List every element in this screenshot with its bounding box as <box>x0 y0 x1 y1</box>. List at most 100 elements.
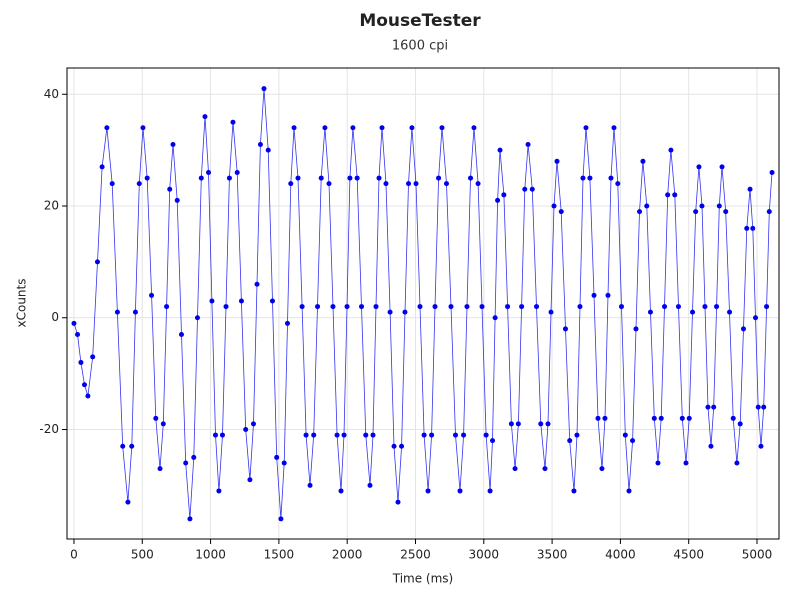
data-point <box>391 443 397 449</box>
data-point <box>278 516 284 522</box>
data-point <box>322 125 328 131</box>
data-point <box>750 225 756 231</box>
data-point <box>132 309 138 315</box>
data-point <box>120 443 126 449</box>
data-point <box>429 432 435 438</box>
data-point <box>326 181 332 187</box>
data-point <box>104 125 110 131</box>
data-point <box>284 320 290 326</box>
data-point <box>238 298 244 304</box>
data-point <box>443 181 449 187</box>
data-point <box>281 460 287 466</box>
data-point <box>723 209 729 215</box>
data-point <box>125 499 131 505</box>
data-point <box>508 421 514 427</box>
data-point <box>747 186 753 192</box>
data-point <box>512 466 518 472</box>
data-point <box>580 175 586 181</box>
x-tick-label: 4500 <box>673 548 704 562</box>
data-point <box>344 304 350 310</box>
data-point <box>587 175 593 181</box>
data-point <box>226 175 232 181</box>
data-point <box>354 175 360 181</box>
data-point <box>341 432 347 438</box>
data-point <box>766 209 772 215</box>
data-point <box>551 203 557 209</box>
data-point <box>395 499 401 505</box>
data-point <box>602 415 608 421</box>
data-point <box>160 421 166 427</box>
data-point <box>387 309 393 315</box>
data-point <box>432 304 438 310</box>
x-tick-label: 3000 <box>469 548 500 562</box>
data-point <box>367 482 373 488</box>
data-point <box>633 326 639 332</box>
data-point <box>330 304 336 310</box>
data-point <box>554 158 560 164</box>
data-point <box>94 259 100 265</box>
y-tick-label: 40 <box>44 87 59 101</box>
data-point <box>448 304 454 310</box>
data-point <box>618 304 624 310</box>
data-point <box>626 488 632 494</box>
data-point <box>114 309 120 315</box>
data-point <box>417 304 423 310</box>
data-point <box>675 304 681 310</box>
data-point <box>370 432 376 438</box>
x-tick-label: 2500 <box>400 548 431 562</box>
data-point <box>183 460 189 466</box>
data-point <box>402 309 408 315</box>
data-point <box>716 203 722 209</box>
data-point <box>406 181 412 187</box>
data-point <box>167 186 173 192</box>
data-point <box>693 209 699 215</box>
data-point <box>140 125 146 131</box>
data-point <box>90 354 96 360</box>
data-point <box>475 181 481 187</box>
data-point <box>534 304 540 310</box>
x-tick-label: 0 <box>70 548 78 562</box>
data-point <box>136 181 142 187</box>
data-point <box>744 225 750 231</box>
data-point <box>212 432 218 438</box>
data-point <box>519 304 525 310</box>
data-point <box>174 197 180 203</box>
data-point <box>338 488 344 494</box>
data-point <box>497 147 503 153</box>
data-point <box>637 209 643 215</box>
data-point <box>679 415 685 421</box>
data-point <box>548 309 554 315</box>
data-point <box>409 125 415 131</box>
data-point <box>545 421 551 427</box>
data-point <box>254 281 260 287</box>
data-point <box>727 309 733 315</box>
data-point <box>562 326 568 332</box>
data-point <box>755 404 761 410</box>
chart-title: MouseTester <box>359 11 481 31</box>
data-point <box>471 125 477 131</box>
data-point <box>164 304 170 310</box>
data-point <box>265 147 271 153</box>
data-point <box>764 304 770 310</box>
data-point <box>149 292 155 298</box>
data-point <box>595 415 601 421</box>
data-point <box>574 432 580 438</box>
x-tick-label: 2000 <box>332 548 363 562</box>
data-point <box>78 359 84 365</box>
x-axis-label: Time (ms) <box>392 572 454 586</box>
data-point <box>457 488 463 494</box>
data-point <box>686 415 692 421</box>
data-point <box>261 86 267 92</box>
data-point <box>734 460 740 466</box>
data-point <box>269 298 275 304</box>
data-point <box>699 203 705 209</box>
data-point <box>223 304 229 310</box>
data-point <box>668 147 674 153</box>
data-point <box>714 304 720 310</box>
data-point <box>234 169 240 175</box>
data-point <box>644 203 650 209</box>
data-point <box>525 142 531 148</box>
x-tick-label: 5000 <box>742 548 773 562</box>
